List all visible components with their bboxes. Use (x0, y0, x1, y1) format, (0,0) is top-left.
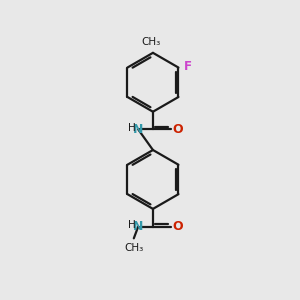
Text: CH₃: CH₃ (124, 243, 143, 253)
Text: CH₃: CH₃ (142, 37, 161, 47)
Text: N: N (133, 220, 143, 233)
Text: H: H (128, 220, 135, 230)
Text: O: O (172, 123, 183, 136)
Text: H: H (128, 123, 135, 133)
Text: O: O (172, 220, 183, 233)
Text: N: N (133, 123, 143, 136)
Text: F: F (184, 60, 192, 73)
